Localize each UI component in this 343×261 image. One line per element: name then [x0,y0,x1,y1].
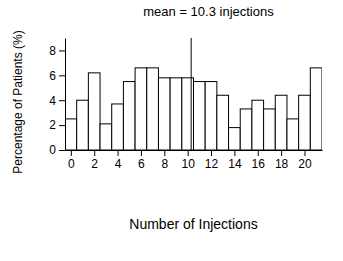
tick-label: 20 [298,157,312,171]
tick-label: 2 [49,118,56,132]
tick: 6 [138,150,145,171]
tick-mark [59,100,65,101]
tick-mark [59,150,65,151]
bar [229,128,241,150]
bar [287,119,299,150]
mean-line [191,38,192,150]
tick-mark [211,150,212,156]
marks [65,38,322,150]
tick-label: 2 [91,157,98,171]
tick-mark [234,150,235,156]
bar [182,78,194,150]
y-axis-title: Percentage of Patients (%) [11,30,25,173]
bar [170,78,182,150]
chart: 0 2 4 6 8 10 12 14 16 18 20 0 2 4 6 8 mean = 10.3 inject… [0,0,343,261]
tick-label: 6 [138,157,145,171]
bar [112,104,124,150]
bar [135,68,147,150]
tick-label: 18 [275,157,289,171]
tick-mark [59,50,65,51]
bar [158,78,170,150]
tick: 16 [252,150,266,171]
tick: 18 [275,150,289,171]
tick-mark [118,150,119,156]
bar [147,68,159,150]
bar [65,119,77,150]
tick: 4 [49,94,65,108]
bar [310,68,322,150]
tick-mark [59,125,65,126]
bar [194,82,206,150]
tick: 2 [91,150,98,171]
tick-label: 4 [49,94,56,108]
plot: 0 2 4 6 8 10 12 14 16 18 20 0 2 4 6 8 [49,38,322,171]
tick-mark [188,150,189,156]
bar [264,109,276,150]
tick-label: 10 [181,157,195,171]
tick-mark [59,75,65,76]
tick: 8 [49,44,65,58]
bar [240,109,252,150]
tick: 14 [228,150,242,171]
tick-mark [141,150,142,156]
tick-label: 4 [115,157,122,171]
bar [252,100,264,150]
tick: 0 [49,143,65,157]
axis-line [66,150,323,151]
tick: 20 [298,150,312,171]
bar [77,100,89,150]
bar [275,95,287,150]
tick: 12 [205,150,219,171]
tick: 4 [115,150,122,171]
x-axis: 0 2 4 6 8 10 12 14 16 18 20 [66,150,323,171]
tick-label: 8 [49,44,56,58]
tick: 10 [181,150,195,171]
tick-mark [164,150,165,156]
tick-mark [71,150,72,156]
x-axis-title: Number of Injections [129,216,257,232]
bar [88,73,100,150]
tick-label: 6 [49,69,56,83]
bar [123,82,135,150]
tick-mark [281,150,282,156]
tick-mark [258,150,259,156]
tick: 8 [161,150,168,171]
y-axis: 0 2 4 6 8 [49,39,65,158]
bar [100,124,112,150]
bar [205,82,217,150]
tick-label: 12 [205,157,219,171]
tick-label: 14 [228,157,242,171]
tick-label: 8 [161,157,168,171]
title: mean = 10.3 injections [143,4,274,19]
bar [299,95,311,150]
tick-label: 0 [49,143,56,157]
tick: 2 [49,118,65,132]
tick-mark [94,150,95,156]
bar [217,95,229,150]
tick-label: 0 [68,157,75,171]
tick-label: 16 [252,157,266,171]
tick: 6 [49,69,65,83]
tick-mark [304,150,305,156]
axis-line [65,39,66,151]
tick: 0 [68,150,75,171]
